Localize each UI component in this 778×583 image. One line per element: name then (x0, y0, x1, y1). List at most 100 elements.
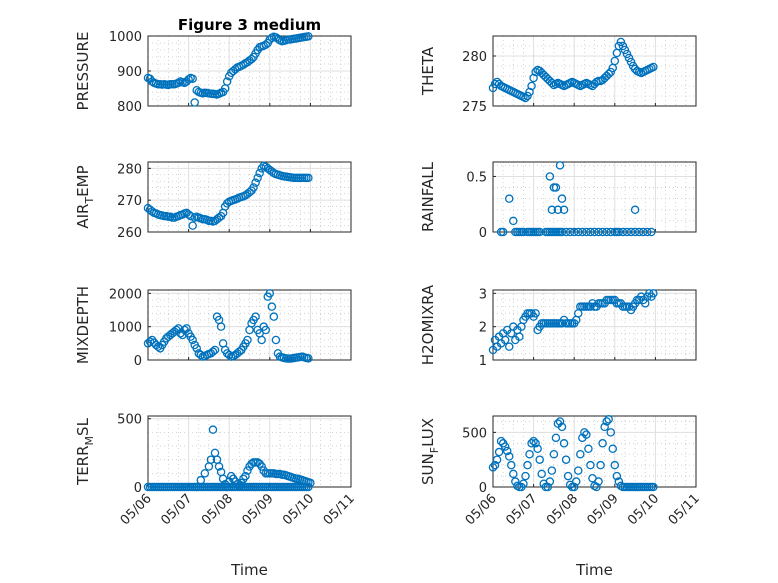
data-point (571, 477, 581, 486)
data-point (624, 53, 634, 63)
data-point (509, 469, 518, 479)
y-tick-label: 800 (117, 100, 142, 115)
data-point (600, 422, 609, 432)
data-point (523, 460, 532, 470)
data-point (574, 227, 583, 237)
y-axis-label: AIRTEMP (74, 165, 96, 228)
data-point (545, 477, 555, 486)
data-point (569, 482, 579, 492)
x-tick-label: 05/08 (199, 491, 236, 528)
x-axis-label: Time (230, 561, 268, 579)
data-point (545, 172, 555, 181)
axes-outline (147, 161, 352, 233)
data-point (586, 227, 595, 237)
data-point (630, 227, 640, 237)
data-point (531, 309, 540, 318)
data-point (586, 460, 595, 470)
data-point (523, 91, 532, 101)
data-point (551, 433, 561, 443)
data-point (502, 446, 512, 456)
data-point (267, 302, 277, 311)
axes-box (492, 161, 697, 233)
y-tick-label: 0 (479, 481, 487, 496)
data-point (592, 482, 601, 492)
data-point (243, 466, 252, 475)
data-point (602, 417, 611, 426)
data-point (569, 227, 579, 237)
y-tick-label: 0.5 (466, 170, 487, 185)
data-point (527, 439, 536, 448)
data-point (511, 477, 520, 486)
data-point (261, 325, 270, 335)
subplot-1: 800 900 1000 PRESSURE Figure 3 medium (74, 16, 352, 115)
data-point (616, 37, 626, 47)
data-point (235, 347, 244, 356)
data-point (598, 439, 607, 448)
axes-outline (492, 35, 697, 107)
data-point (533, 444, 542, 454)
y-axis-label: SUNFLUX (419, 418, 441, 485)
data-point (614, 477, 624, 486)
data-point (255, 168, 264, 178)
y-tick-label: 2 (479, 321, 487, 336)
data-point (618, 41, 628, 51)
data-point (610, 56, 620, 66)
data-point (606, 67, 615, 77)
y-tick-label: 500 (462, 426, 487, 441)
y-tick-label: 270 (117, 194, 142, 209)
data-point (555, 417, 565, 426)
data-point (535, 455, 544, 464)
y-axis-label: THETA (419, 46, 437, 96)
data-point (188, 74, 197, 83)
data-point (547, 466, 557, 475)
data-point (620, 45, 630, 55)
data-point (527, 81, 536, 91)
data-point (208, 425, 218, 434)
data-point (216, 322, 226, 331)
x-tick-label: 05/08 (544, 491, 581, 528)
data-point (206, 455, 216, 464)
data-point (622, 49, 632, 59)
data-point (304, 32, 313, 41)
x-axis-label: Time (575, 561, 613, 579)
data-point (565, 227, 575, 237)
data-point (188, 335, 197, 345)
data-point (618, 227, 628, 237)
data-point (557, 194, 567, 203)
y-tick-label: 1 (479, 354, 487, 369)
data-point (247, 54, 256, 64)
subplot-4: 0 0.5 RAINFALL (419, 161, 697, 241)
data-point (535, 227, 544, 237)
data-point (243, 335, 252, 345)
data-point (488, 83, 498, 93)
data-point (519, 479, 528, 488)
data-point (604, 415, 613, 424)
data-point (557, 227, 567, 237)
data-point (543, 482, 553, 492)
data-point (549, 449, 559, 459)
data-point (182, 324, 191, 333)
data-point (490, 460, 500, 470)
subplot-7: 0 500 TERRMSL 05/06 05/07 05/08 05/09 05/10 05/1… (74, 413, 358, 579)
axes-outline (147, 35, 352, 107)
data-point (606, 227, 615, 237)
subplot-8: 0 500 SUNFLUX 05/06 05/07 05/08 05/09 05/10 05/1… (419, 415, 703, 579)
data-point (184, 75, 193, 84)
data-point (196, 350, 206, 360)
y-tick-label: 0 (479, 226, 487, 241)
y-tick-label: 1000 (109, 321, 142, 336)
data-point (214, 462, 224, 471)
data-point (304, 173, 313, 183)
data-point (610, 460, 620, 470)
x-tick-label: 05/11 (321, 491, 358, 528)
x-tick-label: 05/07 (503, 491, 540, 528)
data-point (553, 205, 563, 215)
x-tick-label: 05/10 (280, 491, 317, 528)
data-point (590, 227, 599, 237)
y-tick-label: 3 (479, 287, 487, 302)
data-point (188, 221, 197, 230)
data-point (251, 178, 260, 187)
data-point (537, 469, 546, 479)
y-tick-label: 280 (462, 50, 487, 65)
data-point (249, 183, 258, 192)
